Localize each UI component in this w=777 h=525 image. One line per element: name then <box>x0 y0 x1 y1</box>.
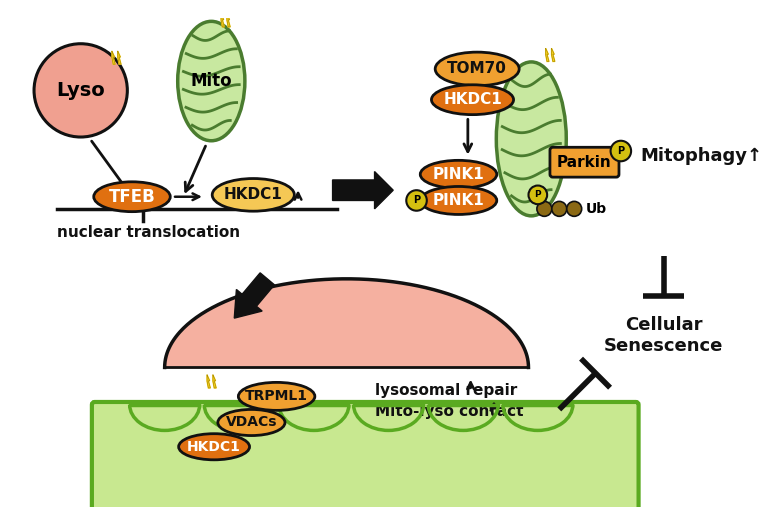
Ellipse shape <box>420 186 497 214</box>
Text: nuclear translocation: nuclear translocation <box>57 225 241 240</box>
Polygon shape <box>333 172 393 209</box>
FancyBboxPatch shape <box>92 402 639 510</box>
Circle shape <box>528 185 547 204</box>
Ellipse shape <box>239 382 315 411</box>
Text: PINK1: PINK1 <box>433 167 484 182</box>
Polygon shape <box>207 375 211 388</box>
Polygon shape <box>235 273 274 318</box>
Polygon shape <box>221 14 225 27</box>
Ellipse shape <box>212 178 294 211</box>
Ellipse shape <box>218 410 285 436</box>
Text: HKDC1: HKDC1 <box>224 187 283 202</box>
Ellipse shape <box>497 62 566 216</box>
Ellipse shape <box>435 52 519 86</box>
Ellipse shape <box>178 22 245 141</box>
Circle shape <box>566 202 582 216</box>
Polygon shape <box>213 375 216 388</box>
Ellipse shape <box>431 85 514 114</box>
FancyBboxPatch shape <box>550 148 619 177</box>
Text: TRPML1: TRPML1 <box>245 390 308 403</box>
Text: lysosomal repair: lysosomal repair <box>375 383 517 398</box>
Polygon shape <box>227 14 230 27</box>
Text: PINK1: PINK1 <box>433 193 484 208</box>
Text: Mito-lyso contact: Mito-lyso contact <box>375 404 523 419</box>
Polygon shape <box>552 48 555 61</box>
Circle shape <box>406 190 427 211</box>
Text: VDACs: VDACs <box>225 415 277 429</box>
Ellipse shape <box>420 160 497 188</box>
Polygon shape <box>545 48 549 61</box>
Text: TFEB: TFEB <box>109 188 155 206</box>
Text: HKDC1: HKDC1 <box>187 440 241 454</box>
Text: P: P <box>617 146 625 156</box>
Text: TOM70: TOM70 <box>448 61 507 77</box>
Text: Mitophagy↑: Mitophagy↑ <box>640 146 762 165</box>
Circle shape <box>537 202 552 216</box>
Text: Lyso: Lyso <box>56 81 105 100</box>
Circle shape <box>552 202 566 216</box>
Text: P: P <box>413 195 420 205</box>
Text: Mito: Mito <box>190 72 232 90</box>
Text: Ub: Ub <box>585 202 607 216</box>
Circle shape <box>611 141 631 161</box>
Ellipse shape <box>34 44 127 137</box>
Text: Cellular
Senescence: Cellular Senescence <box>604 316 723 355</box>
Polygon shape <box>112 51 115 64</box>
Polygon shape <box>118 51 121 64</box>
Ellipse shape <box>179 434 249 460</box>
Text: Parkin: Parkin <box>557 155 611 170</box>
Ellipse shape <box>94 182 170 212</box>
Text: P: P <box>535 191 541 200</box>
Polygon shape <box>165 279 528 368</box>
Text: HKDC1: HKDC1 <box>443 92 502 107</box>
